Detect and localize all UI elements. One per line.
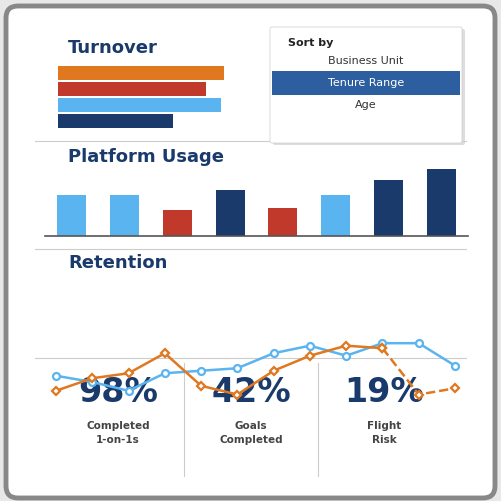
FancyBboxPatch shape <box>273 29 465 145</box>
Text: Goals
Completed: Goals Completed <box>219 421 283 444</box>
Bar <box>163 210 192 236</box>
FancyBboxPatch shape <box>270 27 462 143</box>
Bar <box>58 82 206 96</box>
Bar <box>58 66 224 80</box>
Bar <box>215 190 244 236</box>
Bar <box>427 169 456 236</box>
Text: Completed
1-on-1s: Completed 1-on-1s <box>86 421 150 444</box>
Text: 98%: 98% <box>78 376 158 409</box>
Text: Retention: Retention <box>68 254 167 272</box>
Bar <box>269 208 298 236</box>
Text: Flight
Risk: Flight Risk <box>367 421 401 444</box>
Text: Tenure Range: Tenure Range <box>328 78 404 88</box>
Text: Turnover: Turnover <box>68 39 158 57</box>
Bar <box>58 98 221 112</box>
FancyBboxPatch shape <box>6 6 495 498</box>
Bar <box>321 195 350 236</box>
Text: Business Unit: Business Unit <box>328 56 404 66</box>
Text: 42%: 42% <box>211 376 291 409</box>
Text: Age: Age <box>355 100 377 110</box>
Text: Sort by: Sort by <box>288 38 333 48</box>
Bar <box>374 180 403 236</box>
Text: Platform Usage: Platform Usage <box>68 148 224 166</box>
Bar <box>58 114 173 128</box>
Bar <box>110 195 139 236</box>
Text: 19%: 19% <box>344 376 424 409</box>
Bar <box>57 195 86 236</box>
Bar <box>272 71 460 95</box>
